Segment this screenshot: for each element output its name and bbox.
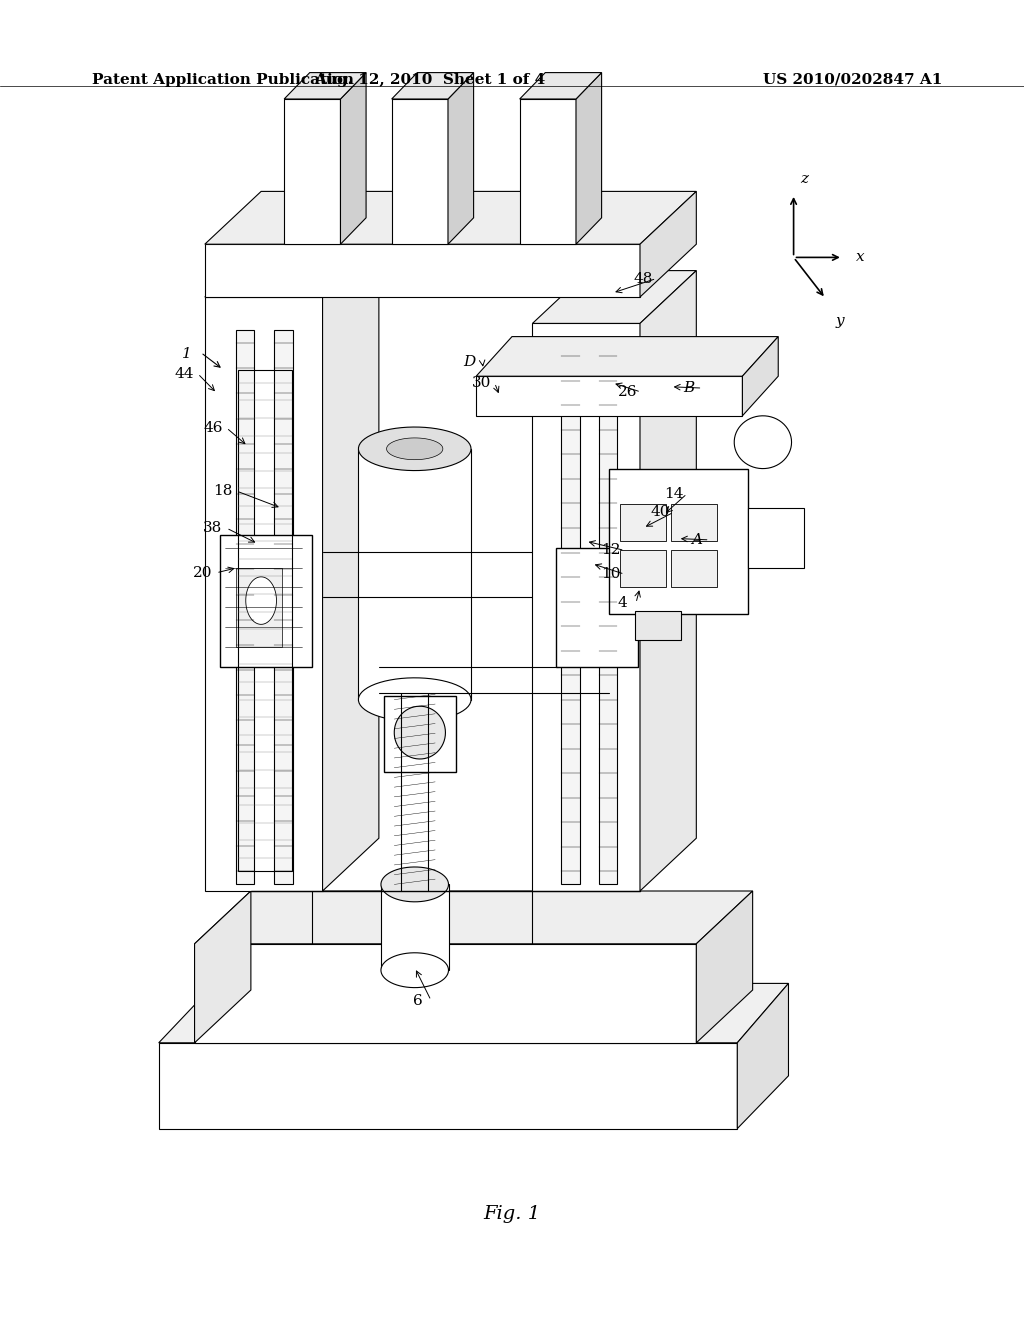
Text: 44: 44 bbox=[174, 367, 195, 380]
Bar bbox=[635, 611, 681, 640]
Polygon shape bbox=[381, 953, 449, 987]
Bar bbox=[236, 568, 282, 647]
Text: 10: 10 bbox=[601, 568, 622, 581]
Bar bbox=[620, 504, 666, 541]
Text: B: B bbox=[684, 381, 694, 395]
Polygon shape bbox=[734, 416, 792, 469]
Bar bbox=[599, 343, 617, 884]
Text: Fig. 1: Fig. 1 bbox=[483, 1205, 541, 1224]
Polygon shape bbox=[358, 428, 471, 470]
Polygon shape bbox=[246, 577, 276, 624]
Bar bbox=[274, 330, 293, 884]
Polygon shape bbox=[358, 678, 471, 721]
Polygon shape bbox=[323, 244, 379, 891]
Text: US 2010/0202847 A1: US 2010/0202847 A1 bbox=[763, 73, 942, 87]
Text: 14: 14 bbox=[664, 487, 684, 500]
Polygon shape bbox=[742, 337, 778, 416]
Bar bbox=[384, 696, 456, 772]
Polygon shape bbox=[387, 438, 443, 459]
Polygon shape bbox=[159, 983, 788, 1043]
Polygon shape bbox=[476, 337, 778, 376]
Polygon shape bbox=[532, 271, 696, 323]
Text: 46: 46 bbox=[203, 421, 223, 434]
Text: x: x bbox=[856, 251, 864, 264]
Bar bbox=[671, 550, 717, 587]
Bar bbox=[620, 550, 666, 587]
Polygon shape bbox=[284, 73, 367, 99]
Polygon shape bbox=[520, 99, 575, 244]
Polygon shape bbox=[195, 891, 753, 944]
Polygon shape bbox=[696, 891, 753, 1043]
Polygon shape bbox=[391, 73, 473, 99]
Text: y: y bbox=[836, 314, 845, 329]
Text: 20: 20 bbox=[193, 566, 213, 579]
Bar bbox=[556, 548, 638, 667]
Bar bbox=[381, 884, 449, 970]
Bar bbox=[236, 330, 254, 884]
Text: 26: 26 bbox=[617, 385, 638, 399]
Polygon shape bbox=[205, 244, 379, 297]
Polygon shape bbox=[391, 99, 449, 244]
Text: 4: 4 bbox=[617, 597, 628, 610]
Polygon shape bbox=[640, 191, 696, 297]
Polygon shape bbox=[284, 99, 340, 244]
Polygon shape bbox=[520, 73, 602, 99]
Polygon shape bbox=[449, 73, 473, 244]
Text: 40: 40 bbox=[650, 506, 671, 519]
Polygon shape bbox=[195, 944, 696, 1043]
Polygon shape bbox=[205, 191, 696, 244]
Text: A: A bbox=[691, 533, 701, 546]
Polygon shape bbox=[195, 891, 251, 1043]
Polygon shape bbox=[609, 469, 748, 614]
Text: Aug. 12, 2010  Sheet 1 of 4: Aug. 12, 2010 Sheet 1 of 4 bbox=[314, 73, 546, 87]
Text: 48: 48 bbox=[634, 272, 652, 285]
Polygon shape bbox=[640, 271, 696, 891]
Text: 12: 12 bbox=[601, 544, 622, 557]
Text: D: D bbox=[463, 355, 475, 368]
Polygon shape bbox=[381, 867, 449, 902]
Polygon shape bbox=[476, 376, 742, 416]
Polygon shape bbox=[532, 323, 640, 891]
Polygon shape bbox=[159, 1043, 737, 1129]
Bar bbox=[671, 504, 717, 541]
Text: z: z bbox=[800, 172, 808, 186]
Polygon shape bbox=[205, 297, 323, 891]
Polygon shape bbox=[737, 983, 788, 1129]
Bar bbox=[220, 535, 312, 667]
Text: 30: 30 bbox=[472, 376, 490, 389]
Polygon shape bbox=[340, 73, 367, 244]
Text: 1: 1 bbox=[181, 347, 191, 360]
Text: 18: 18 bbox=[214, 484, 232, 498]
Bar bbox=[358, 449, 471, 700]
Polygon shape bbox=[205, 244, 640, 297]
Bar bbox=[561, 343, 580, 884]
Polygon shape bbox=[394, 706, 445, 759]
Polygon shape bbox=[748, 508, 804, 568]
Text: 6: 6 bbox=[413, 994, 423, 1007]
Polygon shape bbox=[575, 73, 602, 244]
Text: Patent Application Publication: Patent Application Publication bbox=[92, 73, 354, 87]
Text: 38: 38 bbox=[204, 521, 222, 535]
